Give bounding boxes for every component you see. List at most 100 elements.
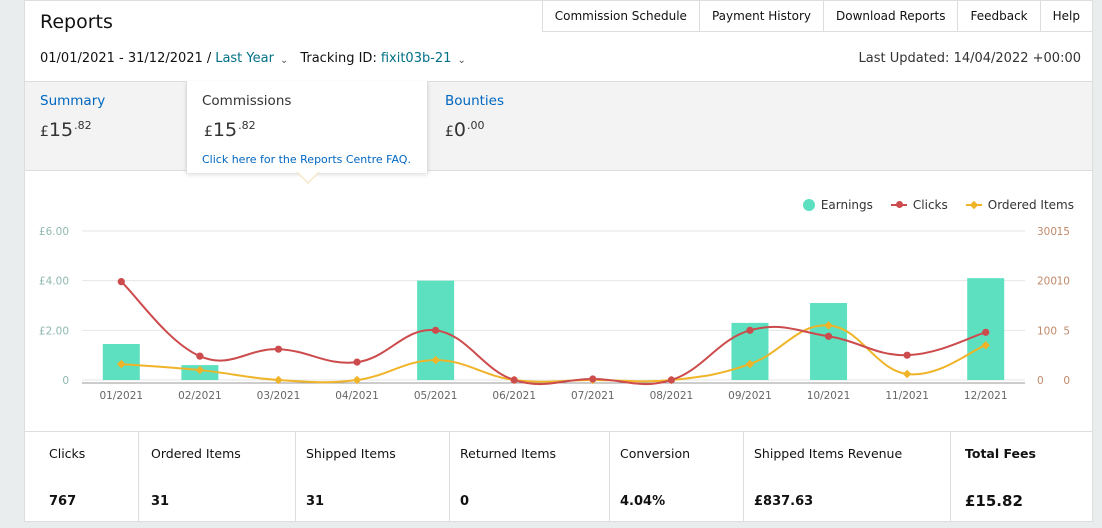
x-axis-tick: 09/2021 [728, 390, 772, 402]
x-axis-tick: 05/2021 [414, 390, 458, 402]
x-axis-tick: 08/2021 [650, 390, 694, 402]
commissions-amount: £15.82 [204, 119, 256, 141]
x-axis-tick: 03/2021 [257, 390, 301, 402]
payment-history-link[interactable]: Payment History [698, 0, 823, 32]
tab-bounties-label: Bounties [445, 93, 505, 109]
chart-plot: 0 0 0 £2.00 100 5 £4.00 200 10 £6.00 300 15 01/2021 0… [39, 226, 1070, 402]
stat-value: 767 [49, 494, 77, 509]
period-dropdown[interactable]: Last Year ⌄ [215, 51, 288, 66]
stat-returned-items: Returned Items 0 [450, 432, 610, 522]
legend-earnings-label: Earnings [820, 198, 873, 212]
left-axis-tick: £2.00 [39, 325, 69, 337]
stat-label: Shipped Items [306, 446, 396, 461]
right2-axis-tick: 15 [1057, 226, 1070, 238]
tracking-id-dropdown[interactable]: fixit03b-21 ⌄ [381, 51, 466, 66]
right-axis-tick: 200 [1037, 276, 1057, 288]
help-link[interactable]: Help [1039, 0, 1093, 32]
chart-legend: Earnings Clicks Ordered Items [785, 198, 1074, 212]
tab-bounties[interactable]: Bounties £0.00 [445, 82, 585, 170]
x-axis-tick: 06/2021 [492, 390, 536, 402]
legend-ordered-items-label: Ordered Items [987, 198, 1074, 212]
stat-total-fees: Total Fees £15.82 [951, 432, 1092, 522]
filter-row: 01/01/2021 - 31/12/2021 / Last Year ⌄ Tra… [40, 51, 466, 66]
legend-ordered-items[interactable]: Ordered Items [965, 198, 1074, 212]
tab-commissions[interactable]: Commissions £15.82 Click here for the Re… [186, 81, 428, 173]
x-axis-tick: 10/2021 [807, 390, 851, 402]
tooltip-pointer [296, 171, 320, 184]
stats-bar: Clicks 767 Ordered Items 31 Shipped Item… [25, 431, 1092, 522]
stat-ordered-items: Ordered Items 31 [139, 432, 296, 522]
stat-label: Returned Items [460, 446, 557, 461]
ordered-items-point [117, 359, 126, 369]
clicks-point [746, 326, 754, 334]
stat-value: 31 [151, 494, 170, 509]
clicks-point [274, 345, 283, 353]
report-tabs: Summary £15.82 Commissions £15.82 Click … [25, 81, 1092, 173]
ordered-items-point [195, 365, 205, 375]
stat-label: Conversion [620, 446, 691, 461]
chevron-down-icon: ⌄ [279, 55, 289, 66]
ordered-items-point [981, 340, 990, 350]
stat-label: Clicks [49, 446, 86, 461]
right-axis-tick: 100 [1037, 325, 1057, 337]
legend-clicks[interactable]: Clicks [890, 198, 948, 212]
clicks-swatch [890, 201, 907, 208]
legend-earnings[interactable]: Earnings [802, 198, 873, 212]
clicks-line [120, 280, 986, 386]
reports-panel: Reports Commission Schedule Payment Hist… [24, 0, 1093, 522]
ordered-items-point [274, 375, 283, 385]
clicks-point [982, 328, 990, 336]
top-nav: Commission Schedule Payment History Down… [541, 0, 1093, 32]
stat-value: £837.63 [754, 494, 814, 509]
x-axis-tick: 07/2021 [571, 390, 615, 402]
x-axis-tick: 02/2021 [178, 390, 222, 402]
earnings-chart: Earnings Clicks Ordered Items 0 0 0 £2.00 10… [25, 183, 1092, 423]
tab-summary[interactable]: Summary £15.82 [40, 82, 180, 170]
x-axis-tick: 01/2021 [99, 390, 143, 402]
period-label: Last Year [215, 51, 274, 66]
feedback-link[interactable]: Feedback [957, 0, 1040, 32]
commission-schedule-link[interactable]: Commission Schedule [541, 0, 699, 32]
summary-amount: £15.82 [40, 119, 92, 141]
tracking-id-label: Tracking ID: [300, 51, 377, 66]
right-axis-tick: 300 [1037, 226, 1057, 238]
download-reports-link[interactable]: Download Reports [822, 0, 958, 32]
stat-value: 4.04% [620, 494, 666, 509]
chevron-down-icon: ⌄ [457, 55, 466, 66]
page-title: Reports [40, 11, 113, 33]
ordered-items-point [902, 369, 912, 379]
right2-axis-tick: 5 [1063, 325, 1070, 337]
left-axis-tick: 0 [62, 375, 69, 387]
last-updated-text: Last Updated: 14/04/2022 +00:00 [858, 51, 1081, 66]
right2-axis-tick: 10 [1057, 276, 1070, 288]
tracking-id-value: fixit03b-21 [380, 51, 452, 66]
stat-value: £15.82 [965, 492, 1023, 510]
stat-clicks: Clicks 767 [25, 432, 139, 522]
stat-label: Shipped Items Revenue [754, 446, 903, 461]
earnings-swatch [802, 199, 815, 211]
bounties-amount: £0.00 [445, 119, 485, 141]
x-axis-tick: 12/2021 [964, 390, 1008, 402]
stat-shipped-items: Shipped Items 31 [296, 432, 450, 522]
x-axis-tick: 04/2021 [335, 390, 379, 402]
x-axis-tick: 11/2021 [885, 390, 929, 402]
right-axis-tick: 0 [1037, 375, 1044, 387]
right2-axis-tick: 0 [1063, 375, 1070, 387]
stat-value: 31 [306, 494, 325, 509]
stat-shipped-items-revenue: Shipped Items Revenue £837.63 [744, 432, 951, 522]
clicks-point [510, 376, 518, 384]
reports-faq-link[interactable]: Click here for the Reports Centre FAQ. [202, 153, 411, 166]
clicks-point [824, 332, 833, 340]
stat-label: Total Fees [965, 446, 1036, 461]
stat-value: 0 [460, 494, 470, 509]
ordered-items-swatch [965, 200, 982, 210]
clicks-point [353, 358, 361, 366]
ordered-items-point [352, 375, 362, 385]
date-range-text: 01/01/2021 - 31/12/2021 [40, 51, 203, 66]
tab-summary-label: Summary [40, 93, 106, 109]
left-axis-tick: £6.00 [39, 226, 69, 238]
ordered-items-point [824, 321, 833, 330]
clicks-point [903, 351, 911, 359]
stat-label: Ordered Items [151, 446, 241, 461]
tab-commissions-label: Commissions [202, 93, 292, 109]
